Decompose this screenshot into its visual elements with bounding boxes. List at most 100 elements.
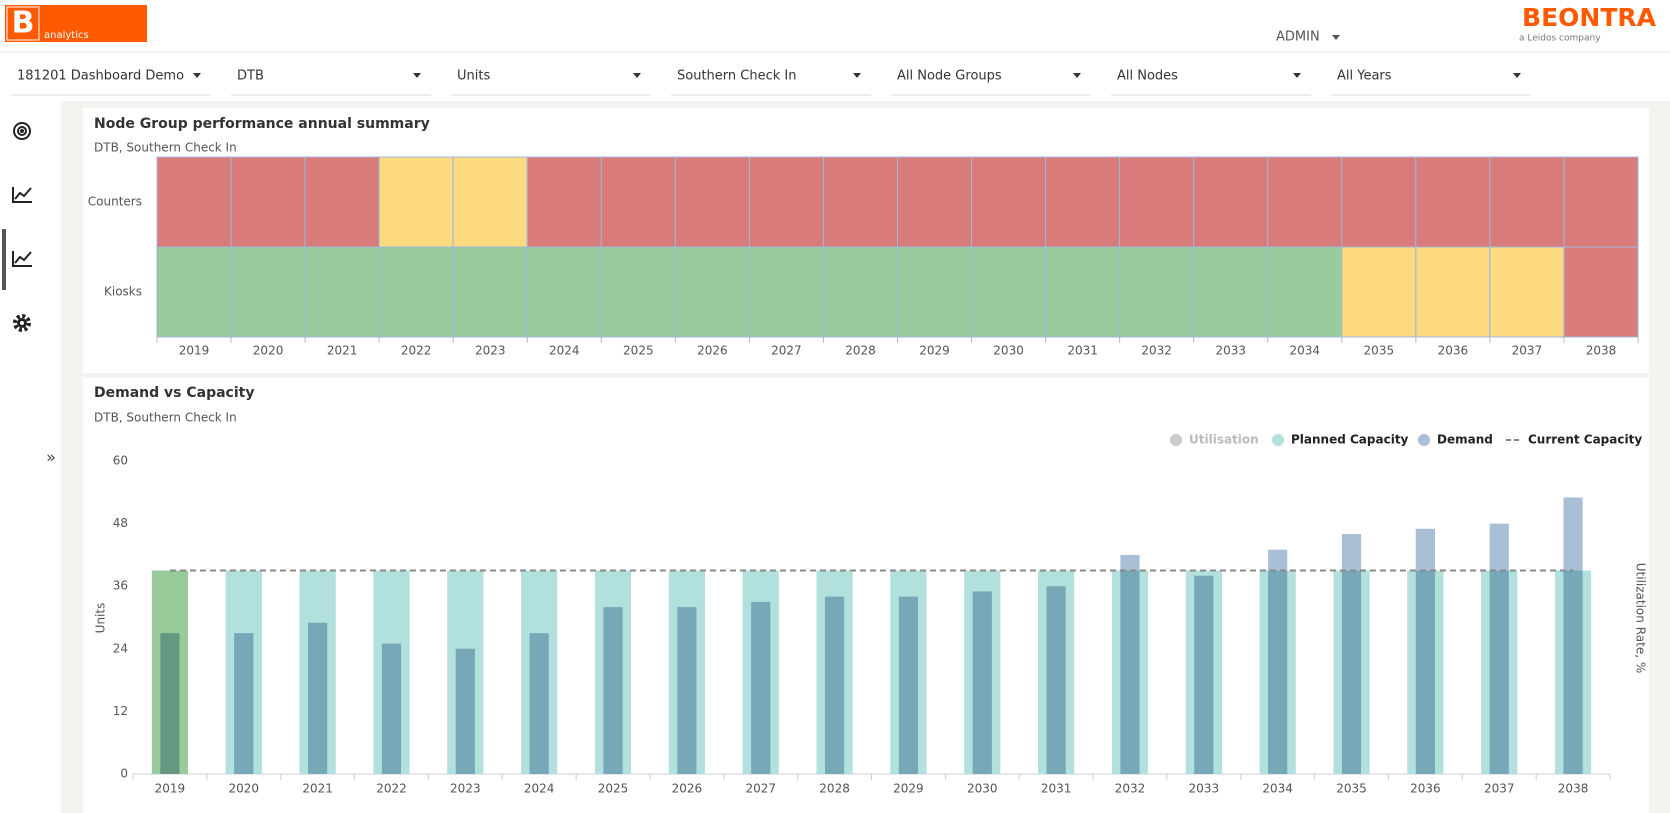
legend-entry[interactable]: Utilisation [1189,433,1259,447]
y-tick-label: 0 [120,767,128,781]
active-indicator [2,229,6,290]
chart-title: Node Group performance annual summary [94,116,430,132]
heat-cell [748,156,824,248]
x-tick-label: 2030 [967,782,998,796]
dropdown-caret [413,73,421,78]
x-tick-label: 2035 [1364,344,1395,358]
y-axis-label: Units [94,603,108,634]
expand-sidebar[interactable]: » [46,448,56,467]
x-tick-label: 2031 [1041,782,1072,796]
filter-dropdown[interactable]: All Nodes [1117,69,1178,84]
x-tick-label: 2025 [598,782,629,796]
demand-bar [898,596,919,774]
x-tick-label: 2034 [1290,344,1321,358]
x-tick-label: 2026 [697,344,728,358]
dropdown-caret [1513,73,1521,78]
heat-cell [1563,246,1639,338]
heat-cell [822,246,899,338]
x-tick-label: 2037 [1484,782,1515,796]
filter-dropdown[interactable]: Units [457,69,490,84]
x-tick-label: 2029 [893,782,924,796]
x-tick-label: 2034 [1262,782,1293,796]
legend-entry[interactable]: Planned Capacity [1291,433,1409,447]
demand-bar [677,607,697,774]
sidebar [0,101,61,813]
x-tick-label: 2021 [327,344,358,358]
x-tick-label: 2027 [771,344,802,358]
filter-dropdown[interactable]: Southern Check In [677,69,796,84]
heat-cell [1267,156,1343,248]
heat-cell [897,246,973,338]
icon-chart[interactable] [12,187,32,203]
demand-bar [455,648,475,774]
demand-bar [529,633,549,774]
legend-swatch [1418,434,1430,446]
logo-text: analytics [44,30,89,41]
x-tick-label: 2019 [179,344,210,358]
filter-dropdown[interactable]: DTB [237,69,264,84]
legend-entry[interactable]: Current Capacity [1528,433,1642,447]
x-tick-label: 2032 [1115,782,1146,796]
x-tick-label: 2020 [229,782,260,796]
heat-cell [1563,156,1639,248]
x-tick-label: 2023 [475,344,506,358]
filter-dropdown[interactable]: All Node Groups [897,69,1002,84]
heat-cell [378,246,454,338]
heat-cell [452,156,528,248]
x-tick-label: 2032 [1141,344,1172,358]
header [0,0,1670,52]
heat-cell [304,156,380,248]
demand-bar [234,633,254,774]
heat-cell [971,246,1047,338]
heat-cell [1045,156,1121,248]
icon-target[interactable] [13,122,31,140]
user-menu[interactable]: ADMIN [1276,30,1320,45]
x-tick-label: 2025 [623,344,654,358]
heat-cell [378,156,454,248]
heat-cell [1045,246,1121,338]
logo-letter: B [12,6,35,41]
heat-cell [600,246,676,338]
dropdown-caret [1073,73,1081,78]
heat-cell [600,156,676,248]
heat-cell [1341,156,1417,248]
legend-entry[interactable]: Demand [1437,433,1493,447]
x-tick-label: 2023 [450,782,481,796]
y-tick-label: 60 [113,454,128,468]
heat-cell [897,156,973,248]
demand-bar [1268,549,1288,774]
x-tick-label: 2033 [1215,344,1246,358]
legend-swatch [1272,434,1284,446]
demand-bar [381,643,402,774]
icon-settings[interactable] [13,314,31,332]
heat-cell [1415,156,1491,248]
demand-bar [603,607,623,774]
demand-bar [824,596,845,774]
heat-cell [230,246,306,338]
dropdown-caret [193,73,201,78]
demand-bar [1489,523,1509,774]
user-caret [1332,35,1340,40]
x-tick-label: 2035 [1336,782,1367,796]
chart-title: Demand vs Capacity [94,385,254,401]
chart-subtitle: DTB, Southern Check In [94,411,237,425]
x-tick-label: 2031 [1067,344,1098,358]
filter-dropdown[interactable]: All Years [1337,69,1392,84]
row-label: Kiosks [104,285,142,299]
filter-bar: 181201 Dashboard Demo DTB Units Southern Ch… [11,69,1531,96]
heat-cell [674,246,750,338]
x-tick-label: 2020 [253,344,284,358]
demand-bar [1194,575,1214,774]
icon-chart-active[interactable] [12,251,32,267]
x-tick-label: 2024 [524,782,555,796]
filter-dropdown[interactable]: 181201 Dashboard Demo [17,69,184,84]
heat-cell [304,246,380,338]
heat-cell [1341,246,1417,338]
logo-frame [6,6,40,41]
y-tick-label: 48 [113,516,128,530]
heat-cell [1193,246,1269,338]
heat-cell [156,156,232,248]
logo[interactable] [5,5,147,42]
x-tick-label: 2029 [919,344,950,358]
